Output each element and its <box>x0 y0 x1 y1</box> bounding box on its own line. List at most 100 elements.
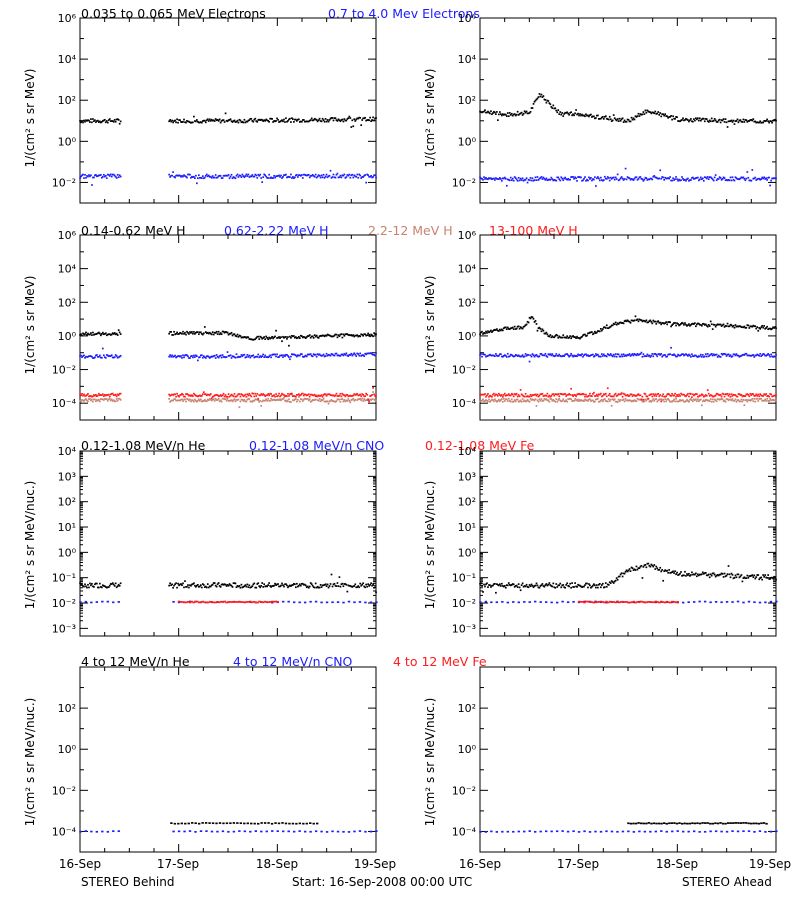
data-point <box>169 119 171 121</box>
data-point <box>351 586 354 588</box>
data-point <box>490 399 492 402</box>
data-point <box>229 601 232 603</box>
data-point <box>647 562 650 565</box>
data-point <box>504 394 507 397</box>
data-point <box>232 399 235 402</box>
data-point <box>696 322 699 325</box>
data-point <box>179 174 181 177</box>
data-point <box>194 584 196 587</box>
data-point <box>610 354 613 357</box>
data-point <box>320 354 323 357</box>
data-point <box>609 582 612 584</box>
data-point <box>745 393 748 396</box>
data-point <box>738 119 741 122</box>
data-point <box>576 113 578 116</box>
data-point <box>513 325 516 328</box>
data-point <box>480 111 482 113</box>
data-point <box>322 584 325 587</box>
x-tick-label: 18-Sep <box>656 857 698 871</box>
data-point <box>354 334 357 337</box>
data-point <box>181 121 183 123</box>
data-point <box>725 393 728 396</box>
data-point <box>329 169 332 172</box>
data-point <box>544 99 547 101</box>
data-point <box>765 393 768 395</box>
x-tick-label: 17-Sep <box>557 857 599 871</box>
data-point <box>720 830 723 833</box>
data-point <box>312 822 315 825</box>
data-point <box>747 176 750 179</box>
data-point <box>684 394 686 397</box>
y-axis-title-row2-left: 1/(cm² s sr MeV) <box>23 276 37 375</box>
data-point <box>696 393 698 396</box>
data-point <box>652 175 655 178</box>
data-point <box>680 119 682 122</box>
data-point <box>178 174 180 177</box>
data-point <box>508 355 511 358</box>
data-point <box>250 601 254 604</box>
data-point <box>678 178 680 181</box>
x-tick-label: 17-Sep <box>157 857 199 871</box>
data-point <box>84 173 86 176</box>
data-point <box>577 176 579 178</box>
data-point <box>703 572 706 574</box>
data-point <box>612 582 615 584</box>
data-point <box>612 395 615 398</box>
data-point <box>93 176 95 179</box>
data-point <box>598 330 601 333</box>
data-point <box>663 601 667 604</box>
data-point <box>90 399 92 402</box>
data-point <box>229 118 232 121</box>
data-point <box>572 600 575 603</box>
data-point <box>218 400 221 403</box>
data-point <box>103 394 106 396</box>
data-point <box>280 394 282 397</box>
data-point <box>564 586 567 589</box>
data-point <box>242 175 245 177</box>
data-point <box>242 121 245 124</box>
data-point <box>623 320 626 322</box>
data-point <box>263 173 266 176</box>
data-point <box>361 354 364 357</box>
data-point <box>264 174 267 177</box>
data-point <box>315 395 318 398</box>
data-point <box>292 176 294 178</box>
data-point <box>105 586 108 589</box>
data-series <box>479 562 777 594</box>
data-point <box>282 398 284 400</box>
data-point <box>658 177 661 180</box>
data-point <box>347 334 350 336</box>
data-point <box>81 399 83 401</box>
data-point <box>334 117 337 120</box>
data-point <box>642 398 645 401</box>
data-point <box>665 600 668 603</box>
data-point <box>527 178 530 181</box>
data-point <box>695 177 697 179</box>
data-point <box>644 564 647 566</box>
data-point <box>764 354 767 357</box>
data-point <box>503 392 506 395</box>
data-point <box>601 400 604 403</box>
data-point <box>249 338 252 341</box>
data-point <box>327 334 330 336</box>
data-point <box>280 399 282 402</box>
data-point <box>669 394 671 397</box>
data-point <box>534 354 537 357</box>
data-point <box>315 586 318 589</box>
data-point <box>285 353 287 356</box>
data-point <box>621 177 624 180</box>
data-point <box>610 177 613 180</box>
data-point <box>222 174 225 177</box>
data-point <box>183 356 185 359</box>
data-point <box>287 830 290 833</box>
data-point <box>594 400 596 403</box>
data-point <box>549 103 552 106</box>
data-point <box>757 822 761 825</box>
data-point <box>100 356 103 359</box>
data-point <box>660 353 663 355</box>
data-point <box>256 176 259 179</box>
data-point <box>322 173 325 176</box>
data-point <box>251 355 254 357</box>
data-point <box>230 399 233 402</box>
data-point <box>81 334 83 337</box>
